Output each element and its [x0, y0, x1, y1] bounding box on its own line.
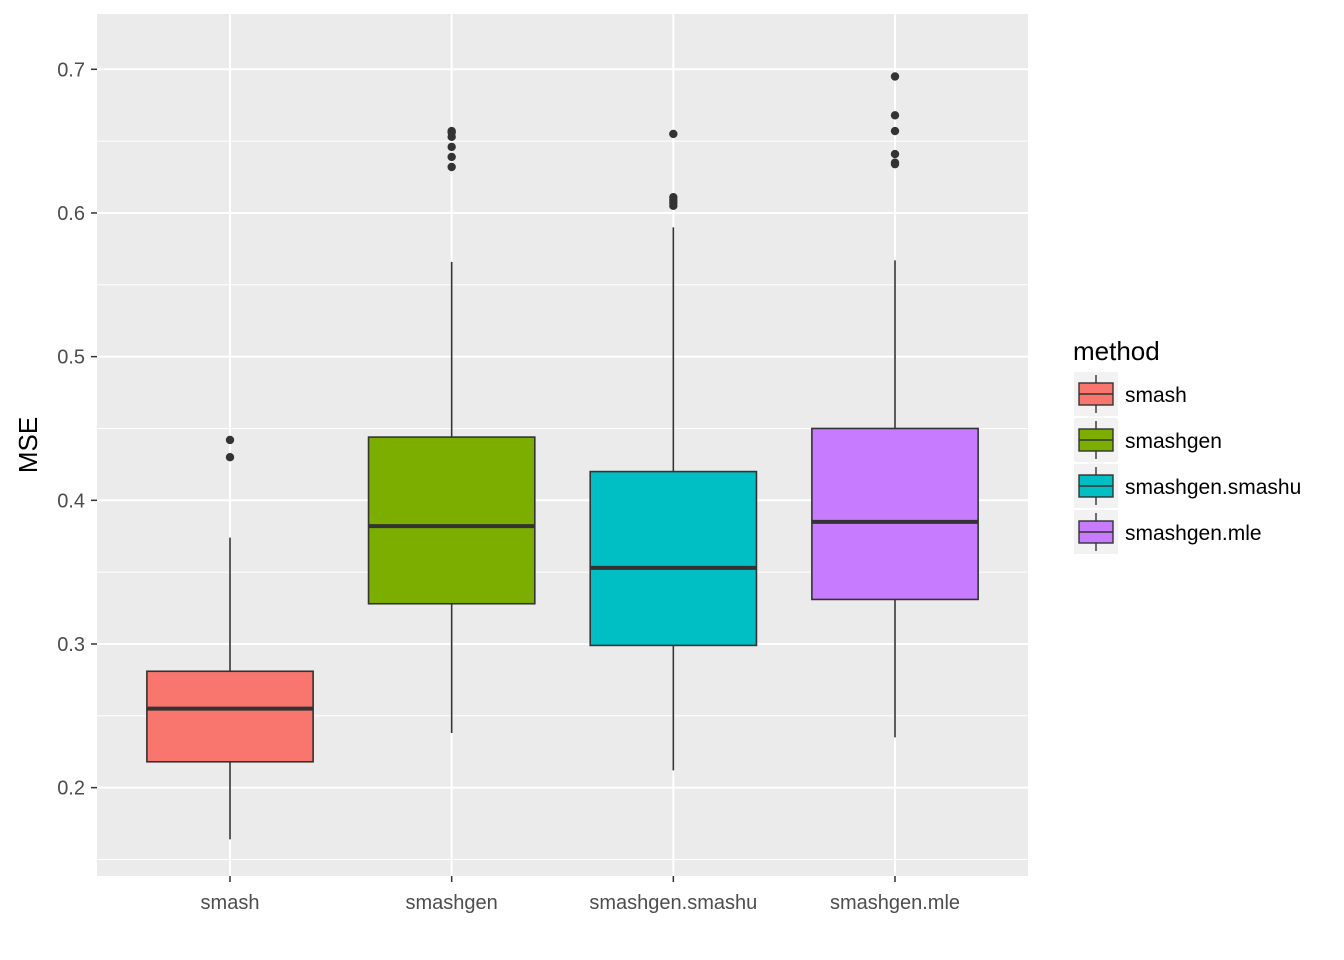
y-axis-ticks: 0.2 0.3 0.4 0.5 0.6 0.7 [57, 59, 97, 800]
x-tick-label: smashgen [406, 892, 498, 914]
outlier-point [890, 158, 900, 167]
outlier-point [447, 162, 456, 172]
outlier-point [225, 453, 235, 462]
boxes [146, 72, 979, 840]
box-smash [146, 435, 314, 840]
box-smashgen.smashu [589, 129, 758, 771]
x-tick-label: smashgen.mle [830, 892, 960, 914]
x-tick-label: smash [201, 892, 260, 914]
x-axis-ticks: smash smashgen smashgen.smashu smashgen.mle [201, 876, 960, 914]
legend: smash smashgen smashgen.smashu smashgen.mle [1074, 372, 1301, 554]
legend-item-smashgen: smashgen [1074, 418, 1222, 462]
y-tick-label: 0.7 [57, 59, 85, 81]
y-tick-label: 0.4 [57, 490, 85, 512]
box-smashgen [367, 126, 536, 734]
legend-label: smash [1125, 384, 1187, 407]
box-smashgen.mle [811, 72, 979, 738]
box-body [367, 436, 536, 605]
y-tick-label: 0.2 [57, 778, 85, 800]
outlier-point [890, 149, 900, 159]
outlier-point [669, 192, 678, 202]
outlier-point [890, 72, 900, 81]
y-axis-title: MSE [13, 417, 43, 473]
legend-label: smashgen [1125, 430, 1222, 453]
outlier-point [890, 126, 900, 136]
outlier-point [447, 142, 456, 152]
outlier-point [447, 126, 456, 136]
outlier-point [225, 435, 235, 445]
y-tick-label: 0.6 [57, 203, 85, 225]
y-tick-label: 0.5 [57, 347, 85, 369]
box-body [589, 470, 758, 647]
legend-item-smash: smash [1074, 372, 1187, 416]
outlier-point [669, 129, 678, 139]
y-tick-label: 0.3 [57, 634, 85, 656]
legend-item-smashgen.mle: smashgen.mle [1074, 510, 1262, 554]
outlier-point [447, 152, 456, 162]
box-body [146, 670, 314, 763]
legend-item-smashgen.smashu: smashgen.smashu [1074, 464, 1301, 508]
outlier-point [890, 111, 900, 120]
legend-label: smashgen.smashu [1125, 476, 1301, 499]
legend-label: smashgen.mle [1125, 522, 1262, 545]
box-body [811, 427, 979, 601]
x-tick-label: smashgen.smashu [589, 892, 757, 914]
legend-title: method [1073, 336, 1160, 366]
